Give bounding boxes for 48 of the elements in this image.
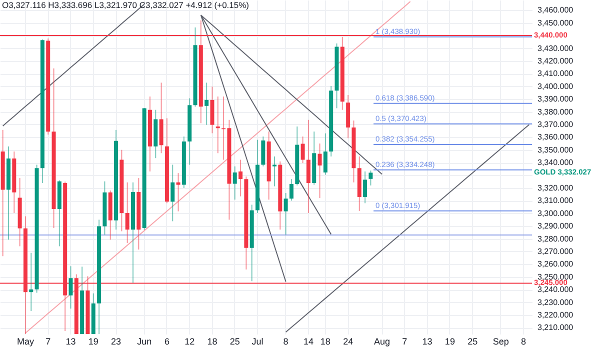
x-tick-label: 24 (343, 336, 354, 346)
y-tick-label: 3,430.000 (538, 44, 574, 53)
line-series (285, 124, 530, 333)
x-tick-label: Jul (252, 336, 264, 346)
y-tick-label: 3,410.000 (538, 69, 574, 78)
y-tick-label: 3,310.000 (538, 196, 574, 206)
x-tick-label: 25 (468, 336, 478, 346)
x-tick-label: 7 (402, 336, 408, 346)
y-tick-label: 3,420.000 (538, 56, 574, 66)
x-tick-label: 6 (164, 336, 170, 346)
y-tick-label: 3,350.000 (538, 145, 574, 154)
x-tick-label: Jun (137, 336, 152, 346)
y-tick-label: 3,290.000 (538, 222, 574, 231)
x-tick-label: 14 (303, 336, 314, 346)
x-tick-label: 19 (444, 336, 455, 346)
y-tick-label: 3,380.000 (538, 107, 574, 116)
y-tick-label: 3,280.000 (538, 234, 574, 244)
y-tick-label: 3,360.000 (538, 132, 574, 142)
x-tick-label: 12 (184, 336, 195, 346)
x-tick-label: 13 (422, 336, 432, 346)
x-tick-label: Aug (374, 336, 390, 346)
x-tick-label: 18 (320, 336, 330, 346)
x-tick-label: 8 (521, 336, 526, 346)
x-tick-label: 19 (88, 336, 98, 346)
x-tick-label: Sep (492, 336, 509, 346)
y-tick-label: 3,400.000 (538, 82, 574, 91)
y-tick-label: 3,250.000 (538, 272, 574, 282)
y-tick-label: 3,230.000 (538, 298, 574, 307)
x-tick-label: 7 (46, 336, 51, 346)
y-tick-label: 3,320.000 (538, 183, 574, 192)
y-tick-label: 3,210.000 (538, 323, 574, 332)
y-tick-label: 3,270.000 (538, 246, 574, 256)
x-tick-label: 13 (66, 336, 76, 346)
y-tick-label: 3,370.000 (538, 120, 574, 129)
y-tick-label: 3,300.000 (538, 208, 574, 218)
x-tick-label: 25 (230, 336, 240, 346)
y-tick-label: 3,450.000 (538, 18, 574, 28)
y-tick-label: 3,220.000 (538, 310, 574, 320)
y-tick-label: 3,460.000 (538, 6, 574, 15)
x-tick-label: 23 (111, 336, 122, 346)
y-tick-label: 3,390.000 (538, 94, 574, 104)
x-tick-label: 8 (283, 336, 288, 346)
annotation: O3,327.116 H3,333.696 L3,321.970 C3,332.027 +4.912 (+0.15%) (2, 0, 250, 10)
y-tick-label: 3,340.000 (538, 158, 574, 168)
x-tick-label: May (16, 336, 34, 346)
x-tick-label: 18 (207, 336, 218, 346)
y-tick-label: 3,260.000 (538, 260, 574, 269)
y-tick-label: 3,240.000 (538, 285, 574, 294)
